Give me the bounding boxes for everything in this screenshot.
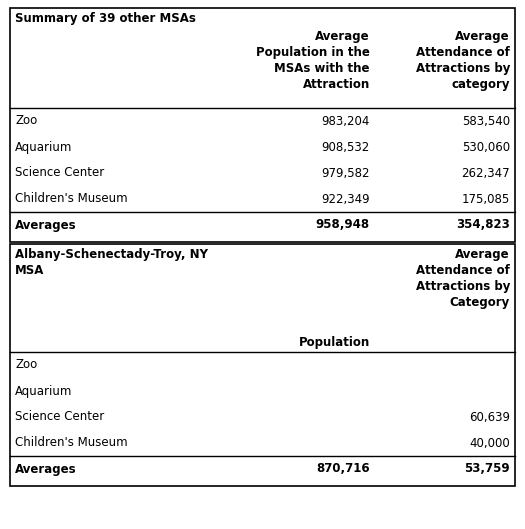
Text: 922,349: 922,349 [321, 193, 370, 205]
Text: Average
Population in the
MSAs with the
Attraction: Average Population in the MSAs with the … [256, 30, 370, 91]
Text: Summary of 39 other MSAs: Summary of 39 other MSAs [15, 12, 196, 25]
Text: Aquarium: Aquarium [15, 141, 72, 153]
Text: 908,532: 908,532 [322, 141, 370, 153]
Text: 175,085: 175,085 [462, 193, 510, 205]
Text: Population: Population [299, 336, 370, 349]
Text: 40,000: 40,000 [469, 436, 510, 450]
Text: 262,347: 262,347 [461, 167, 510, 179]
Bar [10, 244, 515, 486]
Text: Averages: Averages [15, 218, 77, 232]
Text: Aquarium: Aquarium [15, 385, 72, 397]
Text: 958,948: 958,948 [316, 218, 370, 232]
Text: 530,060: 530,060 [462, 141, 510, 153]
Text: 60,639: 60,639 [469, 411, 510, 424]
Text: Zoo: Zoo [15, 114, 37, 127]
Text: Children's Museum: Children's Museum [15, 436, 128, 450]
Text: Average
Attendance of
Attractions by
Category: Average Attendance of Attractions by Cat… [416, 248, 510, 309]
Text: Children's Museum: Children's Museum [15, 193, 128, 205]
Text: 583,540: 583,540 [462, 114, 510, 127]
Text: 870,716: 870,716 [317, 462, 370, 476]
Text: 979,582: 979,582 [321, 167, 370, 179]
Text: 354,823: 354,823 [456, 218, 510, 232]
Text: 53,759: 53,759 [465, 462, 510, 476]
Text: Zoo: Zoo [15, 359, 37, 371]
Text: Averages: Averages [15, 462, 77, 476]
Text: Science Center: Science Center [15, 411, 104, 424]
Bar [10, 8, 515, 242]
Text: Albany-Schenectady-Troy, NY
MSA: Albany-Schenectady-Troy, NY MSA [15, 248, 208, 277]
Text: Average
Attendance of
Attractions by
category: Average Attendance of Attractions by cat… [416, 30, 510, 91]
Text: 983,204: 983,204 [322, 114, 370, 127]
Text: Science Center: Science Center [15, 167, 104, 179]
